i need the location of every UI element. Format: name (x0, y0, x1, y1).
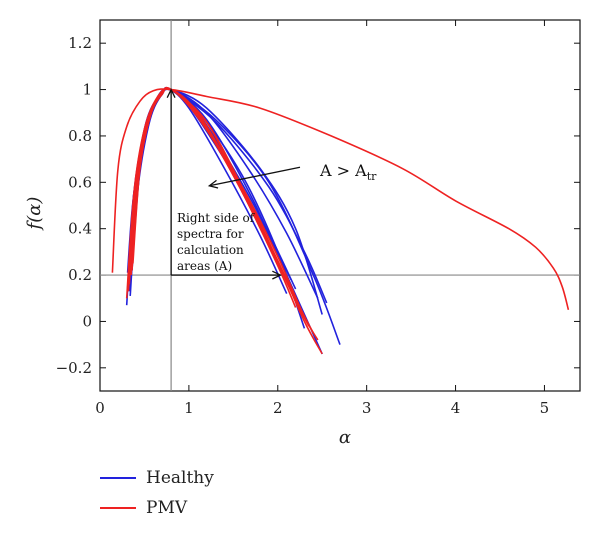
multifractal-spectrum-chart: 0 1 2 3 4 5 −0.2 0 0.2 0.4 0.6 0.8 1 1.2 α f(α) A > A… (24, 19, 581, 448)
legend-item-healthy: Healthy (100, 466, 214, 490)
spectra-curves (111, 86, 570, 355)
healthy-curve-7 (129, 87, 323, 315)
pmv-curve-4 (128, 87, 319, 341)
y-tick-label: 0 (82, 312, 92, 330)
inequality-main: A > A (319, 161, 367, 180)
annotation-line-2: spectra for (177, 227, 244, 241)
legend-label-pmv: PMV (146, 498, 188, 518)
x-tick-label: 0 (95, 399, 105, 417)
legend-label-healthy: Healthy (146, 468, 214, 488)
plot-frame (99, 19, 581, 392)
y-tick-label: 0.8 (68, 127, 92, 145)
legend-swatch-healthy (100, 477, 136, 479)
vertical-arrow-head (166, 88, 176, 98)
pmv-curve-1 (111, 88, 570, 311)
y-tick-label: −0.2 (56, 359, 92, 377)
y-tick-label: 0.2 (68, 266, 92, 284)
y-axis-label: f(α) (24, 197, 45, 232)
inequality-subscript: tr (367, 170, 377, 183)
horizontal-arrow-head (272, 270, 282, 280)
right-side-annotation: Right side of spectra for calculation ar… (177, 211, 258, 273)
reference-lines (100, 20, 580, 391)
x-tick-label: 5 (540, 399, 550, 417)
annotation-line-4: areas (A) (177, 259, 232, 273)
annotation-line-3: calculation (177, 243, 244, 257)
annotation-arrows (166, 88, 301, 280)
legend-item-pmv: PMV (100, 496, 214, 520)
x-tick-label: 3 (362, 399, 372, 417)
annotation-line-1: Right side of (177, 211, 256, 225)
inequality-annotation: A > Atr (319, 161, 377, 183)
y-tick-label: 1.2 (68, 34, 92, 52)
x-axis-label: α (339, 427, 351, 448)
legend: Healthy PMV (100, 466, 214, 526)
y-tick-label: 0.6 (68, 173, 92, 191)
inequality-arrow (209, 166, 301, 187)
y-tick-label: 0.4 (68, 220, 92, 238)
x-tick-label: 4 (451, 399, 461, 417)
legend-swatch-pmv (100, 507, 136, 509)
axis-ticks: 0 1 2 3 4 5 −0.2 0 0.2 0.4 0.6 0.8 1 1.2 (56, 20, 580, 417)
x-tick-label: 1 (184, 399, 194, 417)
inequality-arrow-head (207, 179, 219, 189)
x-tick-label: 2 (273, 399, 283, 417)
y-tick-label: 1 (82, 81, 92, 99)
